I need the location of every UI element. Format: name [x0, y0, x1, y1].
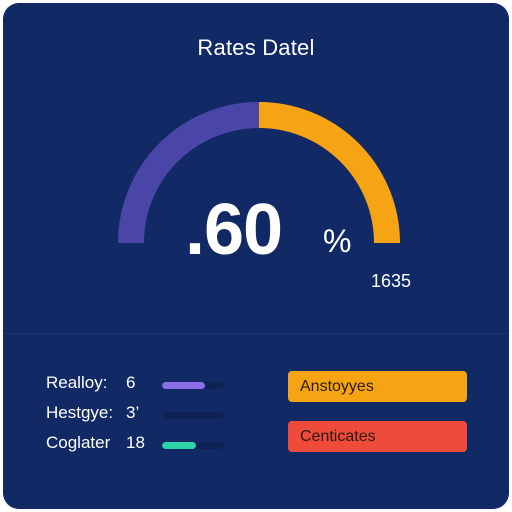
rate-gauge: [118, 102, 400, 244]
gauge-unit: %: [323, 223, 352, 259]
metric-value: 6: [126, 373, 136, 392]
metric-row-hestgye: Hestgye: 3’: [46, 403, 236, 427]
metric-bar-fill: [162, 442, 197, 449]
metric-label: Coglater: [46, 433, 111, 452]
metric-row-realloy: Realloy: 6: [46, 373, 236, 397]
metric-value: 18: [126, 433, 145, 452]
gauge-arc-right: [258, 102, 400, 244]
metric-bar-track: [162, 412, 224, 419]
metric-row-coglater: Coglater 18: [46, 433, 236, 457]
anstoyyes-button[interactable]: Anstoyyes: [288, 371, 467, 402]
metric-bar-track: [162, 382, 224, 389]
metric-bar-track: [162, 442, 224, 449]
metric-label: Realloy:: [46, 373, 108, 392]
section-divider: [3, 333, 509, 334]
centicates-button[interactable]: Centicates: [288, 421, 467, 452]
rates-card: Rates Datel .60 % 1635 Realloy: 6 Hestgy…: [3, 3, 509, 509]
gauge-value: .60: [185, 190, 283, 270]
card-title: Rates Datel: [197, 35, 315, 60]
gauge-secondary-value: 1635: [371, 271, 412, 291]
gauge-arc-left: [118, 102, 260, 244]
metric-value: 3’: [126, 403, 140, 422]
metric-bar-fill: [162, 382, 206, 389]
metric-label: Hestgye:: [46, 403, 114, 422]
